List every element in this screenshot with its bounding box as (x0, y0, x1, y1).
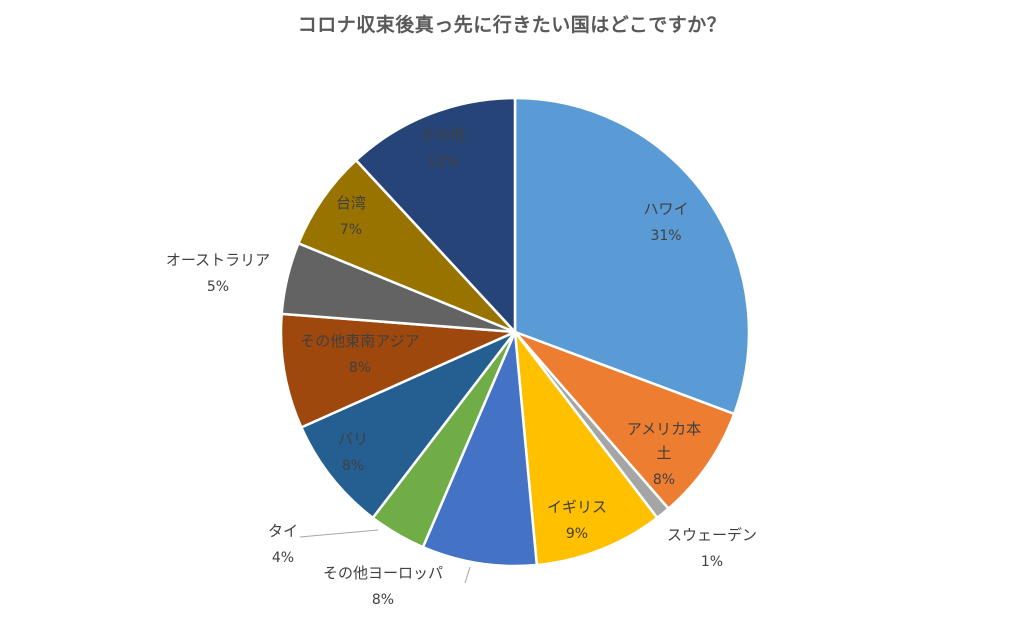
slice-value: 8% (372, 592, 394, 608)
pie-slice (513, 96, 751, 416)
pie-slice (421, 331, 539, 568)
slice-label: アメリカ本 (627, 420, 701, 438)
slice-label: ハワイ (643, 200, 688, 218)
leader-line (299, 529, 379, 538)
leader-line (464, 566, 471, 584)
pie-slice (354, 96, 517, 336)
slice-value: 12% (427, 154, 458, 170)
slice-value: 5% (207, 279, 229, 295)
pie-slice (514, 330, 736, 511)
slice-label: 土 (656, 444, 671, 462)
pie-slice (299, 330, 516, 520)
slice-value: 8% (653, 472, 675, 488)
pie-slices (279, 96, 751, 568)
slice-label: タイ (268, 522, 298, 540)
slice-value: 8% (342, 458, 364, 474)
slice-value: 8% (349, 360, 371, 376)
slice-value: 4% (272, 550, 294, 566)
slice-label: オーストラリア (166, 251, 270, 269)
slice-label: バリ (338, 430, 368, 448)
slice-label: その他東南アジア (300, 332, 419, 350)
slice-value: 9% (566, 526, 588, 542)
chart-title: コロナ収束後真っ先に行きたい国はどこですか？ (297, 14, 727, 36)
slice-label: スウェーデン (667, 526, 757, 544)
slice-label: その他ヨーロッパ (323, 564, 443, 582)
slice-value: 7% (340, 222, 362, 238)
pie-slice (279, 312, 516, 430)
slice-label: イギリス (547, 498, 607, 516)
pie-slice (513, 327, 659, 567)
slice-value: 31% (650, 228, 681, 244)
slice-label: 台湾 (336, 194, 366, 212)
slice-label: その他 (420, 126, 465, 144)
slice-value: 1% (701, 554, 723, 570)
